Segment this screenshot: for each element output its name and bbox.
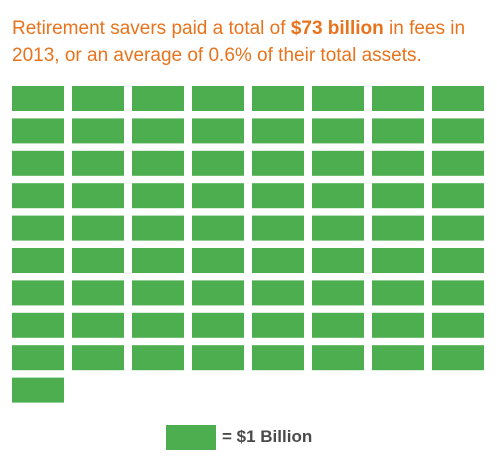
waffle-unit-37 (252, 215, 304, 241)
title-part-1: Retirement savers paid a total of (12, 18, 291, 39)
waffle-unit-6 (312, 86, 364, 111)
waffle-unit-46 (312, 248, 364, 273)
waffle-unit-70 (312, 345, 364, 371)
waffle-unit-62 (312, 312, 364, 338)
waffle-unit-63 (372, 312, 424, 338)
waffle-unit-7 (372, 86, 424, 111)
waffle-unit-44 (192, 248, 244, 273)
waffle-unit-42 (72, 248, 124, 273)
waffle-unit-8 (432, 86, 484, 111)
waffle-unit-36 (192, 215, 244, 241)
waffle-unit-18 (72, 150, 124, 176)
waffle-unit-58 (72, 312, 124, 338)
waffle-unit-60 (192, 312, 244, 338)
waffle-unit-45 (252, 248, 304, 273)
waffle-unit-64 (432, 312, 484, 338)
waffle-unit-68 (192, 345, 244, 371)
waffle-unit-40 (432, 215, 484, 241)
waffle-unit-2 (72, 86, 124, 111)
waffle-unit-34 (72, 215, 124, 241)
title-emphasis-total: $73 billion (290, 18, 384, 39)
waffle-unit-15 (372, 118, 424, 144)
waffle-unit-53 (252, 280, 304, 306)
waffle-unit-4 (192, 86, 244, 111)
waffle-unit-35 (132, 215, 184, 241)
waffle-unit-22 (312, 150, 364, 176)
waffle-unit-67 (132, 345, 184, 371)
waffle-unit-24 (432, 150, 484, 176)
waffle-unit-19 (132, 150, 184, 176)
waffle-unit-33 (12, 215, 64, 241)
waffle-unit-61 (252, 312, 304, 338)
waffle-unit-54 (312, 280, 364, 306)
waffle-unit-3 (132, 86, 184, 111)
waffle-unit-41 (12, 248, 64, 273)
waffle-unit-5 (252, 86, 304, 111)
waffle-unit-59 (132, 312, 184, 338)
waffle-unit-20 (192, 150, 244, 176)
waffle-unit-56 (432, 280, 484, 306)
waffle-unit-16 (432, 118, 484, 144)
waffle-unit-52 (192, 280, 244, 306)
waffle-unit-73 (12, 377, 64, 403)
waffle-unit-23 (372, 150, 424, 176)
waffle-unit-72 (432, 345, 484, 371)
waffle-unit-49 (12, 280, 64, 306)
waffle-unit-11 (132, 118, 184, 144)
legend-swatch (166, 424, 216, 450)
waffle-unit-26 (72, 183, 124, 209)
waffle-unit-28 (192, 183, 244, 209)
waffle-unit-71 (372, 345, 424, 371)
waffle-unit-38 (312, 215, 364, 241)
waffle-unit-27 (132, 183, 184, 209)
waffle-unit-43 (132, 248, 184, 273)
waffle-unit-39 (372, 215, 424, 241)
waffle-unit-50 (72, 280, 124, 306)
title-part-2: in fees in 2013, or an average of 0.6% o… (12, 18, 466, 66)
waffle-unit-57 (12, 312, 64, 338)
waffle-unit-14 (312, 118, 364, 144)
waffle-unit-17 (12, 150, 64, 176)
waffle-unit-66 (72, 345, 124, 371)
waffle-unit-65 (12, 345, 64, 371)
waffle-unit-69 (252, 345, 304, 371)
waffle-unit-12 (192, 118, 244, 144)
waffle-unit-25 (12, 183, 64, 209)
waffle-unit-48 (432, 248, 484, 273)
chart-title: Retirement savers paid a total of $73 bi… (12, 15, 492, 69)
waffle-unit-13 (252, 118, 304, 144)
legend: = $1 Billion (166, 424, 312, 450)
waffle-unit-51 (132, 280, 184, 306)
waffle-unit-9 (12, 118, 64, 144)
waffle-unit-47 (372, 248, 424, 273)
waffle-unit-29 (252, 183, 304, 209)
legend-label: = $1 Billion (222, 427, 313, 446)
waffle-unit-32 (432, 183, 484, 209)
waffle-unit-10 (72, 118, 124, 144)
waffle-unit-21 (252, 150, 304, 176)
waffle-unit-55 (372, 280, 424, 306)
waffle-unit-31 (372, 183, 424, 209)
waffle-unit-1 (12, 86, 64, 111)
waffle-unit-30 (312, 183, 364, 209)
